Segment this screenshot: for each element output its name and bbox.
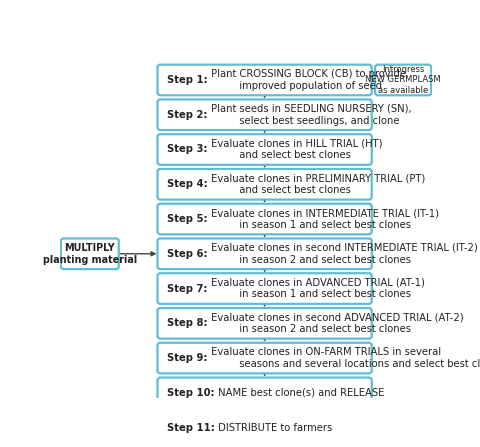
Text: Evaluate clones in second ADVANCED TRIAL (AT-2)
          in season 2 and select: Evaluate clones in second ADVANCED TRIAL… xyxy=(208,312,463,334)
FancyBboxPatch shape xyxy=(157,169,372,199)
FancyBboxPatch shape xyxy=(157,343,372,373)
Text: Step 10:: Step 10: xyxy=(167,388,215,398)
FancyBboxPatch shape xyxy=(157,99,372,130)
Text: Step 2:: Step 2: xyxy=(167,110,208,120)
Text: Step 9:: Step 9: xyxy=(167,353,208,363)
Text: Evaluate clones in INTERMEDIATE TRIAL (IT-1)
          in season 1 and select be: Evaluate clones in INTERMEDIATE TRIAL (I… xyxy=(208,208,439,230)
Text: Step 7:: Step 7: xyxy=(167,283,208,294)
Text: Evaluate clones in HILL TRIAL (HT)
          and select best clones: Evaluate clones in HILL TRIAL (HT) and s… xyxy=(208,139,382,160)
Text: Evaluate clones in ON-FARM TRIALS in several
          seasons and several locat: Evaluate clones in ON-FARM TRIALS in sev… xyxy=(208,347,480,369)
FancyBboxPatch shape xyxy=(375,65,431,95)
Text: Step 4:: Step 4: xyxy=(167,179,208,189)
FancyBboxPatch shape xyxy=(157,412,372,443)
FancyBboxPatch shape xyxy=(61,238,119,269)
Text: MULTIPLY
planting material: MULTIPLY planting material xyxy=(43,243,137,265)
FancyBboxPatch shape xyxy=(157,204,372,234)
Text: Evaluate clones in PRELIMINARY TRIAL (PT)
          and select best clones: Evaluate clones in PRELIMINARY TRIAL (PT… xyxy=(208,173,425,195)
Text: DISTRIBUTE to farmers: DISTRIBUTE to farmers xyxy=(215,422,332,433)
Text: Evaluate clones in second INTERMEDIATE TRIAL (IT-2)
          in season 2 and se: Evaluate clones in second INTERMEDIATE T… xyxy=(208,243,478,265)
Text: NAME best clone(s) and RELEASE: NAME best clone(s) and RELEASE xyxy=(215,388,384,398)
Text: Step 3:: Step 3: xyxy=(167,144,208,155)
FancyBboxPatch shape xyxy=(157,65,372,95)
FancyBboxPatch shape xyxy=(157,134,372,165)
Text: Step 5:: Step 5: xyxy=(167,214,208,224)
Text: Step 1:: Step 1: xyxy=(167,75,208,85)
Text: Step 11:: Step 11: xyxy=(167,422,215,433)
Text: Step 6:: Step 6: xyxy=(167,249,208,259)
Text: Plant seeds in SEEDLING NURSERY (SN),
          select best seedlings, and clone: Plant seeds in SEEDLING NURSERY (SN), se… xyxy=(208,104,411,126)
FancyBboxPatch shape xyxy=(157,273,372,304)
FancyBboxPatch shape xyxy=(157,308,372,339)
Text: Plant CROSSING BLOCK (CB) to provide
          improved population of seed: Plant CROSSING BLOCK (CB) to provide imp… xyxy=(208,69,406,91)
Text: Evaluate clones in ADVANCED TRIAL (AT-1)
          in season 1 and select best c: Evaluate clones in ADVANCED TRIAL (AT-1)… xyxy=(208,278,424,299)
FancyBboxPatch shape xyxy=(157,378,372,408)
FancyBboxPatch shape xyxy=(157,238,372,269)
Text: Step 8:: Step 8: xyxy=(167,318,208,328)
Text: Introgress
NEW GERMPLASM
as available: Introgress NEW GERMPLASM as available xyxy=(365,65,441,95)
